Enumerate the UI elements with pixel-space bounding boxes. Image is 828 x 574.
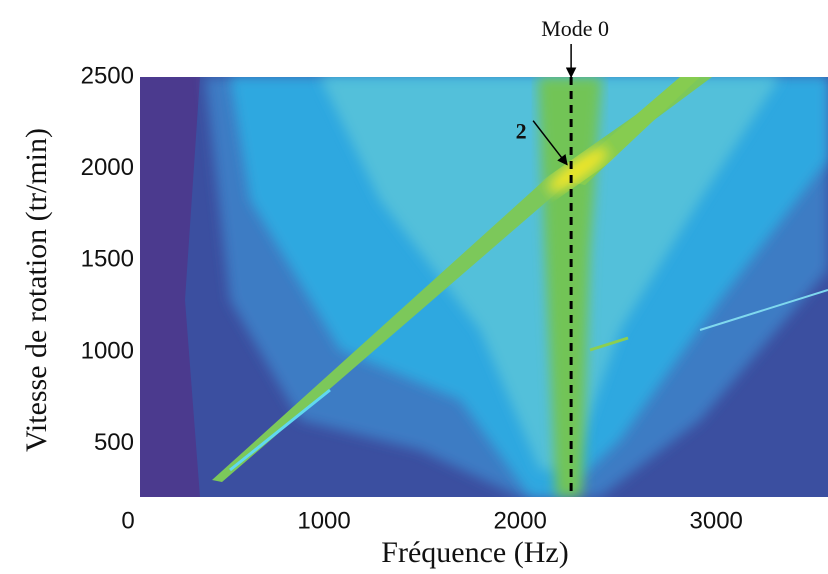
y-tick-label: 1000 (81, 337, 134, 364)
y-axis-label: Vitesse de rotation (tr/min) (20, 128, 53, 452)
x-axis-label: Fréquence (Hz) (381, 536, 568, 569)
heatmap-image (140, 77, 828, 497)
y-tick-label: 500 (94, 429, 134, 456)
point-label: 2 (516, 119, 527, 144)
y-tick-label: 2000 (81, 154, 134, 181)
x-tick-label: 0 (121, 507, 134, 534)
x-tick-label: 2000 (493, 507, 546, 534)
mode-label: Mode 0 (541, 16, 609, 41)
y-tick-label: 2500 (81, 62, 134, 89)
x-tick-label: 3000 (690, 507, 743, 534)
y-tick-label: 1500 (81, 246, 134, 273)
x-tick-label: 1000 (297, 507, 350, 534)
point-arrow (532, 120, 568, 166)
